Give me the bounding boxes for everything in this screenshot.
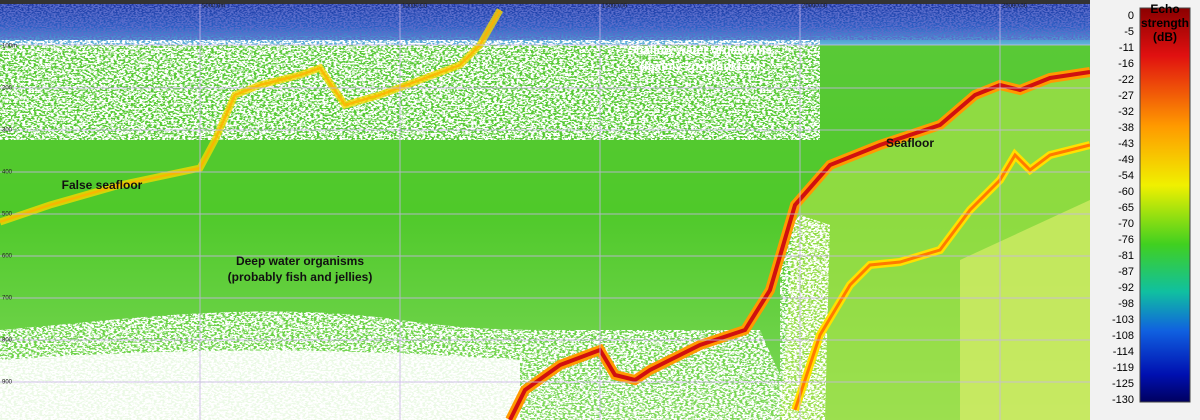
colorbar-tick-label: -130	[1112, 394, 1134, 406]
annotation: Deep water organisms	[236, 254, 364, 268]
colorbar-tick-label: -103	[1112, 314, 1134, 326]
colorbar-tick-label: -65	[1118, 202, 1134, 214]
colorbar-tick-label: -81	[1118, 250, 1134, 262]
y-tick-label: 700	[2, 296, 13, 302]
y-tick-label: 800	[2, 338, 13, 344]
y-tick-label: 300	[2, 128, 13, 134]
x-tick-label: 5000.0m	[202, 4, 225, 10]
colorbar-tick-label: -27	[1118, 90, 1134, 102]
y-tick-label: 600	[2, 254, 13, 260]
colorbar-tick-label: -92	[1118, 282, 1134, 294]
colorbar-tick-label: 0	[1128, 10, 1134, 22]
y-tick-label: 900	[2, 380, 13, 386]
colorbar-tick-label: -125	[1112, 378, 1134, 390]
colorbar-tick-label: -5	[1124, 26, 1134, 38]
annotation: (mainly zooplankton)	[640, 59, 760, 73]
annotation: (probably fish and jellies)	[228, 270, 373, 284]
colorbar-tick-label: -70	[1118, 218, 1134, 230]
y-tick-label: 400	[2, 170, 13, 176]
y-tick-label: 500	[2, 212, 13, 218]
x-tick-label: 10000.00	[402, 4, 428, 10]
colorbar-tick-label: -54	[1118, 170, 1134, 182]
colorbar-title: strength	[1141, 16, 1189, 30]
echogram	[0, 0, 1091, 420]
colorbar-tick-label: -87	[1118, 266, 1134, 278]
colorbar-title: (dB)	[1153, 30, 1177, 44]
colorbar-tick-label: -16	[1118, 58, 1134, 70]
annotation: Shallow water organisms	[628, 43, 772, 57]
y-tick-label: 100m	[2, 44, 17, 50]
colorbar-title: Echo	[1150, 2, 1179, 16]
colorbar-tick-label: -60	[1118, 186, 1134, 198]
colorbar-tick-label: -38	[1118, 122, 1134, 134]
colorbar-tick-label: -108	[1112, 330, 1134, 342]
colorbar-tick-label: -32	[1118, 106, 1134, 118]
grid	[0, 0, 1090, 420]
x-tick-label: 25000.00	[1002, 4, 1028, 10]
colorbar	[1139, 7, 1191, 403]
colorbar-tick-label: -22	[1118, 74, 1134, 86]
x-tick-label: 20000.00	[802, 4, 828, 10]
colorbar-tick-label: -114	[1113, 346, 1134, 358]
colorbar-tick-label: -119	[1113, 362, 1134, 374]
colorbar-tick-label: -49	[1118, 154, 1134, 166]
x-tick-label: 15000.00	[602, 4, 628, 10]
colorbar-tick-label: -11	[1119, 42, 1134, 54]
colorbar-tick-label: -98	[1118, 298, 1134, 310]
y-tick-label: 200	[2, 86, 13, 92]
annotation: Seafloor	[886, 136, 934, 150]
colorbar-tick-label: -76	[1118, 234, 1134, 246]
annotation: False seafloor	[62, 178, 143, 192]
colorbar-tick-label: -43	[1118, 138, 1134, 150]
